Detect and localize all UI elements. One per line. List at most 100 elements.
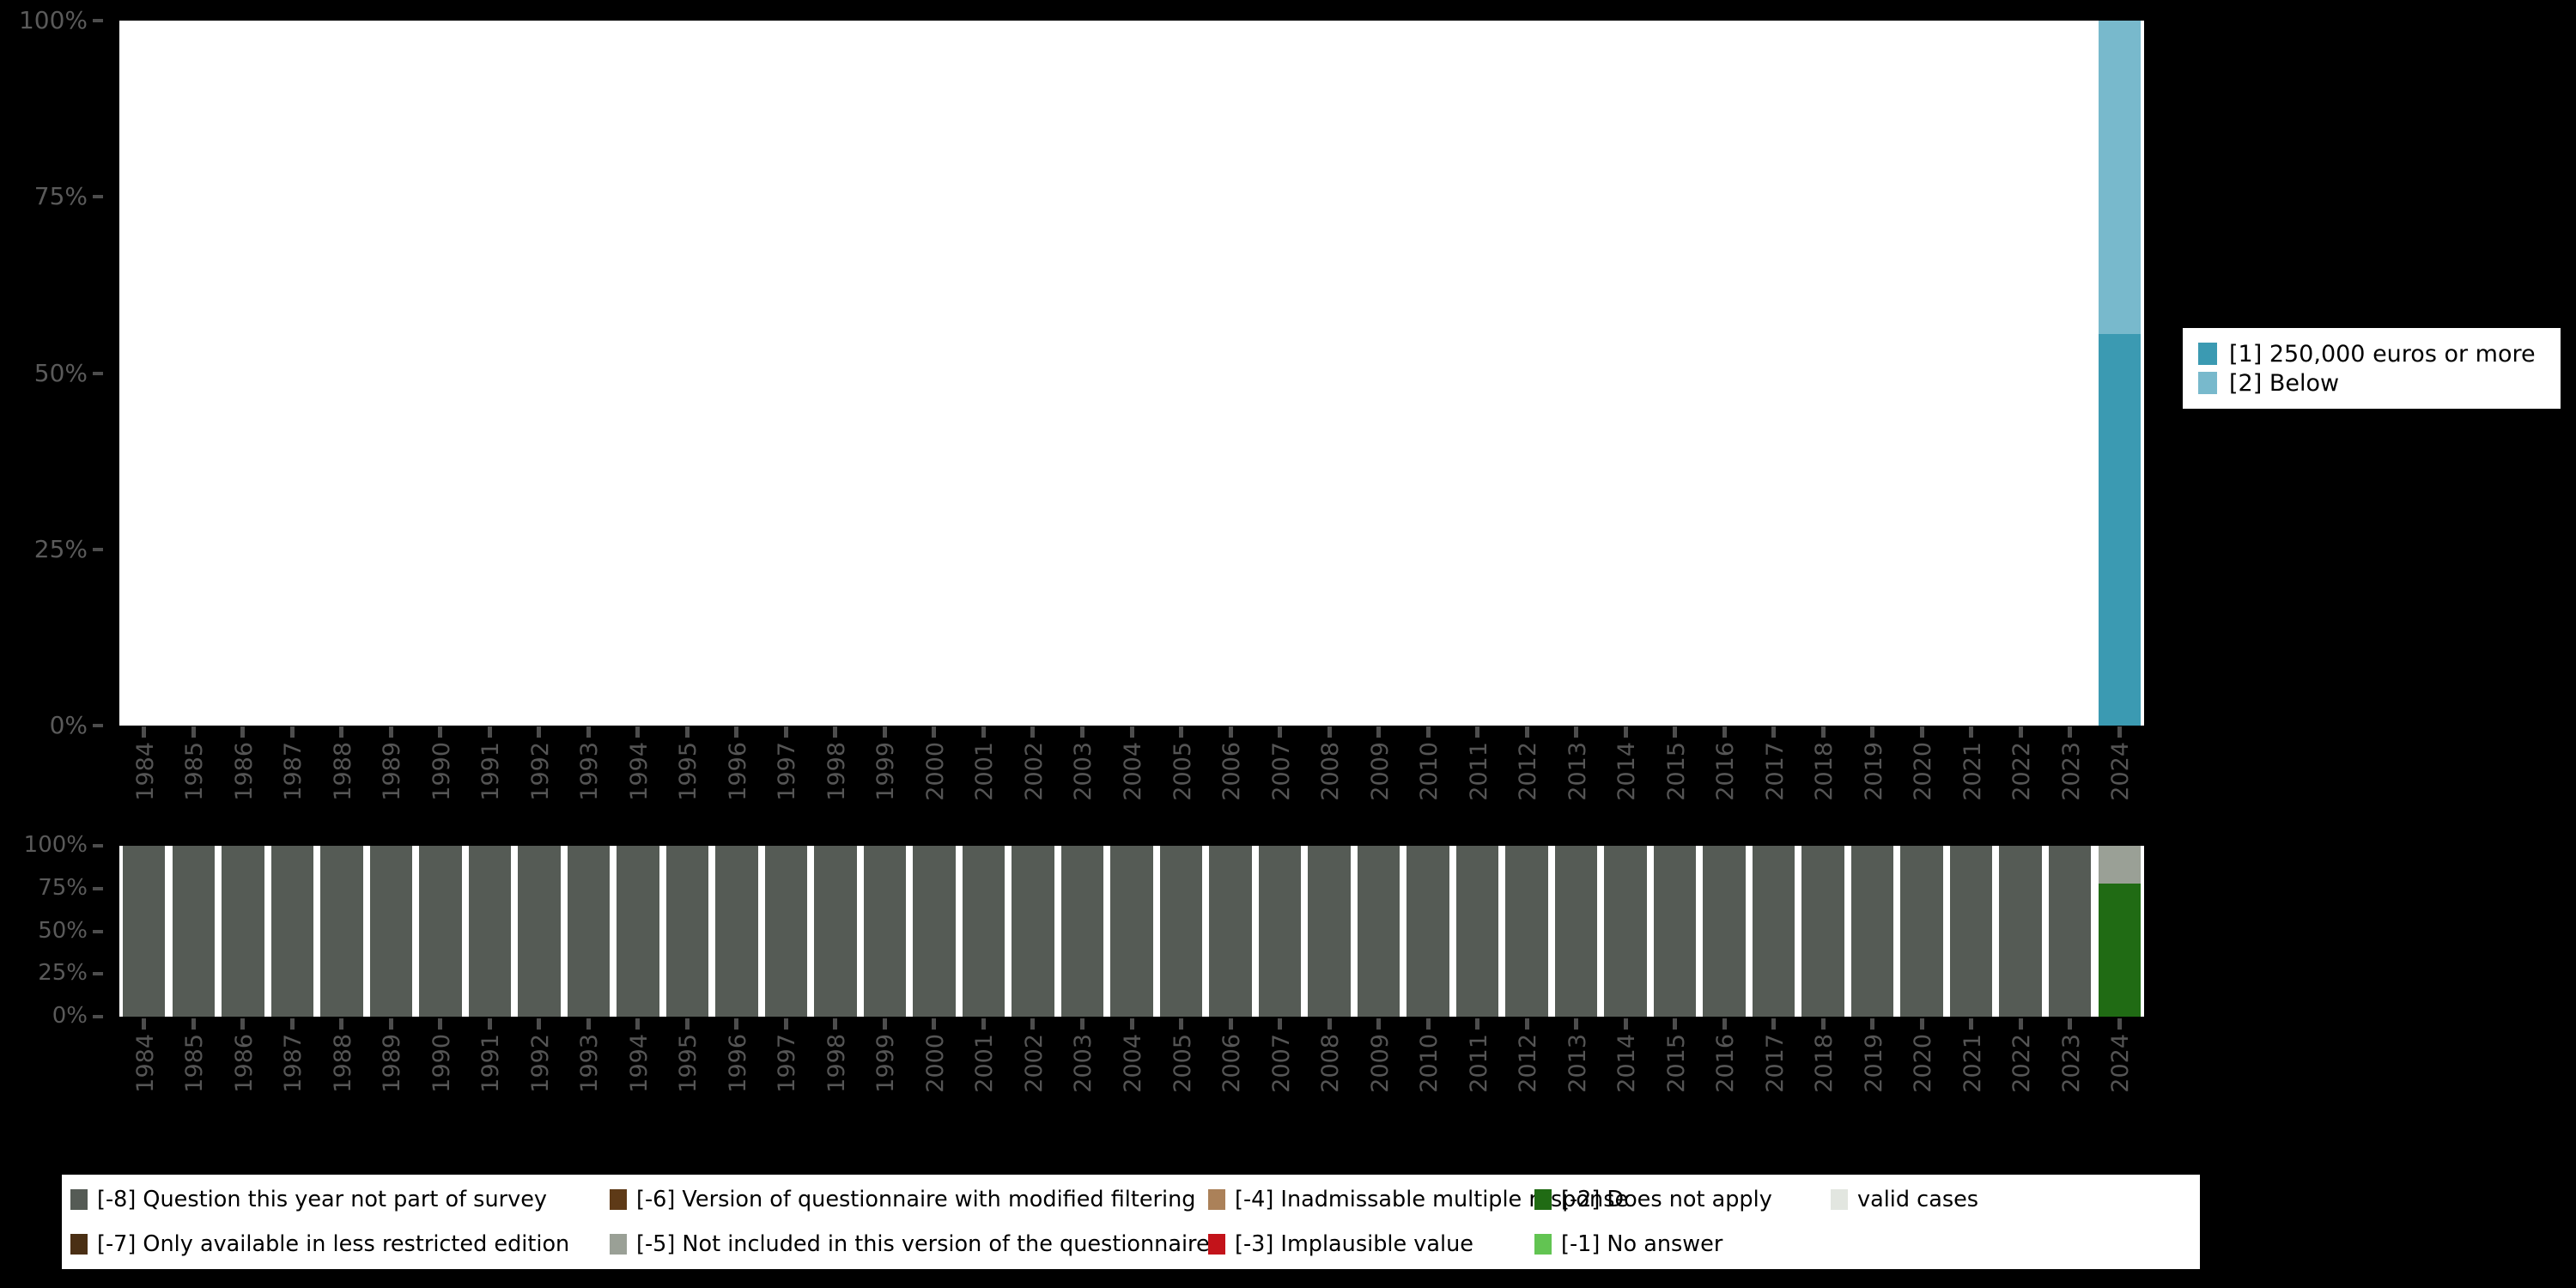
bar-segment (2098, 846, 2141, 884)
bar-column (222, 21, 264, 726)
x-tick-label: 1999 (872, 742, 900, 801)
x-tick-label: 2012 (1515, 1034, 1542, 1093)
x-tick-label: 1992 (526, 742, 554, 801)
bar-stack (419, 846, 462, 1017)
x-tick-label: 2024 (2107, 1034, 2135, 1093)
x-tick-label: 2014 (1613, 742, 1641, 801)
bar-segment (369, 846, 413, 1017)
x-tick-mark (2068, 726, 2073, 738)
code-legend-label: [-4] Inadmissable multiple response (1235, 1187, 1629, 1212)
bar-column (913, 846, 956, 1017)
bar-segment (1406, 846, 1449, 1017)
bar-segment (913, 846, 956, 1017)
bar-segment (2098, 883, 2141, 1017)
x-tick-mark (1228, 726, 1233, 738)
bar-stack (715, 846, 758, 1017)
x-tick-mark (882, 726, 887, 738)
x-tick-label: 2000 (921, 742, 949, 801)
x-tick-mark (1278, 1018, 1283, 1030)
bar-column (715, 21, 757, 726)
bottom-y-tick-label: 75% (38, 874, 88, 901)
x-tick-mark (142, 726, 147, 738)
bar-column (2098, 846, 2141, 1017)
bottom-plot-inner (119, 846, 2144, 1017)
bar-column (1358, 21, 1400, 726)
bar-column (1654, 21, 1696, 726)
bar-column (1209, 21, 1251, 726)
code-legend-label: [-8] Question this year not part of surv… (97, 1187, 547, 1212)
missing-codes-legend: [-8] Question this year not part of surv… (62, 1175, 2200, 1269)
bar-segment (1999, 846, 2042, 1017)
bar-column (913, 21, 955, 726)
code-legend-item: [-1] No answer (1534, 1230, 1722, 1259)
x-tick-label: 2011 (1465, 742, 1492, 801)
series-legend-item: [1] 250,000 euros or more (2198, 340, 2547, 368)
x-tick-mark (1919, 1018, 1924, 1030)
bar-stack (1554, 846, 1598, 1017)
bar-segment (1554, 846, 1598, 1017)
x-tick-mark (1425, 1018, 1431, 1030)
bar-stack (1455, 846, 1499, 1017)
x-tick-mark (1079, 726, 1084, 738)
x-tick-label: 2005 (1169, 742, 1196, 801)
bar-segment (1703, 846, 1746, 1017)
bar-segment (715, 846, 758, 1017)
x-tick-label: 1988 (329, 1034, 356, 1093)
bar-segment (617, 846, 659, 1017)
bottom-bars-layer (119, 846, 2144, 1017)
x-tick-mark (1475, 726, 1480, 738)
x-tick-label: 2002 (1020, 742, 1048, 801)
bar-column (1406, 21, 1449, 726)
x-tick-mark (635, 1018, 641, 1030)
bar-column (419, 21, 461, 726)
bottom-y-tick-mark (93, 972, 103, 976)
bar-segment (1209, 846, 1252, 1017)
code-legend-label: [-6] Version of questionnaire with modif… (636, 1187, 1196, 1212)
x-tick-label: 2020 (1910, 742, 1937, 801)
bar-stack (962, 846, 1005, 1017)
top-plot-area (119, 21, 2144, 726)
bottom-y-tick-label: 0% (52, 1003, 88, 1029)
bar-column (1110, 846, 1153, 1017)
bar-stack (1505, 846, 1548, 1017)
x-tick-mark (191, 1018, 196, 1030)
bar-stack (863, 846, 907, 1017)
x-tick-label: 2016 (1712, 742, 1740, 801)
x-tick-label: 1987 (280, 742, 307, 801)
code-legend-swatch (1534, 1234, 1552, 1255)
x-tick-label: 1998 (823, 1034, 850, 1093)
bar-column (764, 846, 808, 1017)
top-y-tick-label: 100% (18, 6, 88, 34)
x-tick-label: 2019 (1860, 742, 1887, 801)
bar-column (369, 846, 413, 1017)
x-tick-mark (339, 1018, 344, 1030)
bar-stack (123, 846, 166, 1017)
top-y-tick-mark (93, 19, 103, 22)
bar-column (1752, 846, 1795, 1017)
x-tick-mark (833, 726, 838, 738)
bar-column (2098, 21, 2141, 726)
code-legend-swatch (610, 1234, 627, 1255)
x-tick-label: 2023 (2057, 742, 2085, 801)
bar-stack (222, 846, 264, 1017)
x-tick-label: 1986 (230, 1034, 258, 1093)
bar-segment (320, 846, 363, 1017)
bar-segment (1949, 846, 1993, 1017)
x-tick-mark (142, 1018, 147, 1030)
code-legend-item: [-7] Only available in less restricted e… (70, 1230, 569, 1259)
bar-column (962, 846, 1005, 1017)
x-tick-mark (1376, 1018, 1382, 1030)
x-tick-mark (2117, 1018, 2122, 1030)
bar-segment (123, 846, 166, 1017)
bar-stack (270, 846, 313, 1017)
bar-column (1308, 21, 1350, 726)
x-tick-label: 1997 (774, 742, 801, 801)
bar-segment (2098, 334, 2141, 726)
code-legend-item: [-3] Implausible value (1208, 1230, 1473, 1259)
x-tick-label: 2021 (1959, 742, 1986, 801)
bar-column (2049, 846, 2092, 1017)
bar-segment (172, 846, 215, 1017)
x-tick-mark (1623, 726, 1628, 738)
x-tick-label: 1991 (477, 1034, 505, 1093)
x-tick-mark (1278, 726, 1283, 738)
